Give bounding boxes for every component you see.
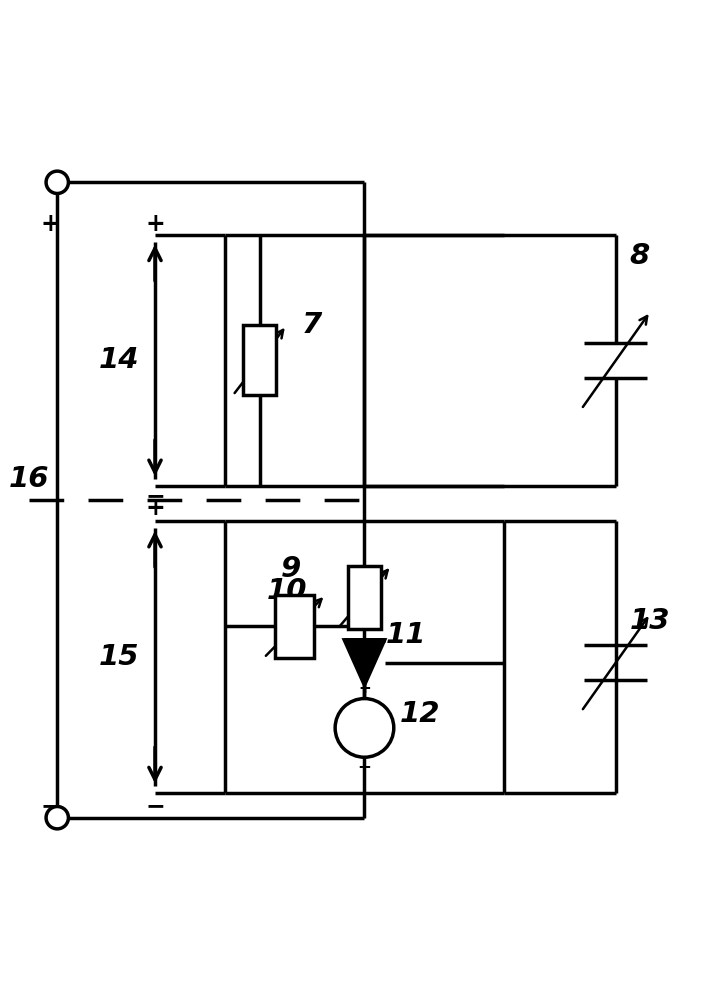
Text: +: + <box>145 496 165 520</box>
Text: 8: 8 <box>629 242 650 270</box>
Text: +: + <box>41 212 60 236</box>
Text: 10: 10 <box>266 577 307 605</box>
Text: 11: 11 <box>386 621 426 649</box>
Text: 15: 15 <box>99 643 139 671</box>
Polygon shape <box>344 640 385 685</box>
Text: −: − <box>358 757 372 775</box>
Text: +: + <box>145 212 165 236</box>
Text: 13: 13 <box>629 607 670 635</box>
Text: 9: 9 <box>280 555 301 583</box>
Bar <box>348 566 381 629</box>
Text: 12: 12 <box>400 700 440 728</box>
Circle shape <box>46 807 69 829</box>
Circle shape <box>46 171 69 193</box>
Text: +: + <box>358 681 371 696</box>
Text: −: − <box>145 485 165 509</box>
Text: 7: 7 <box>301 311 322 339</box>
Bar <box>275 595 314 658</box>
Text: −: − <box>145 794 165 818</box>
Text: −: − <box>41 794 60 818</box>
Text: 16: 16 <box>8 465 49 493</box>
Circle shape <box>335 699 394 757</box>
Bar <box>243 325 276 395</box>
Text: 14: 14 <box>99 346 139 374</box>
